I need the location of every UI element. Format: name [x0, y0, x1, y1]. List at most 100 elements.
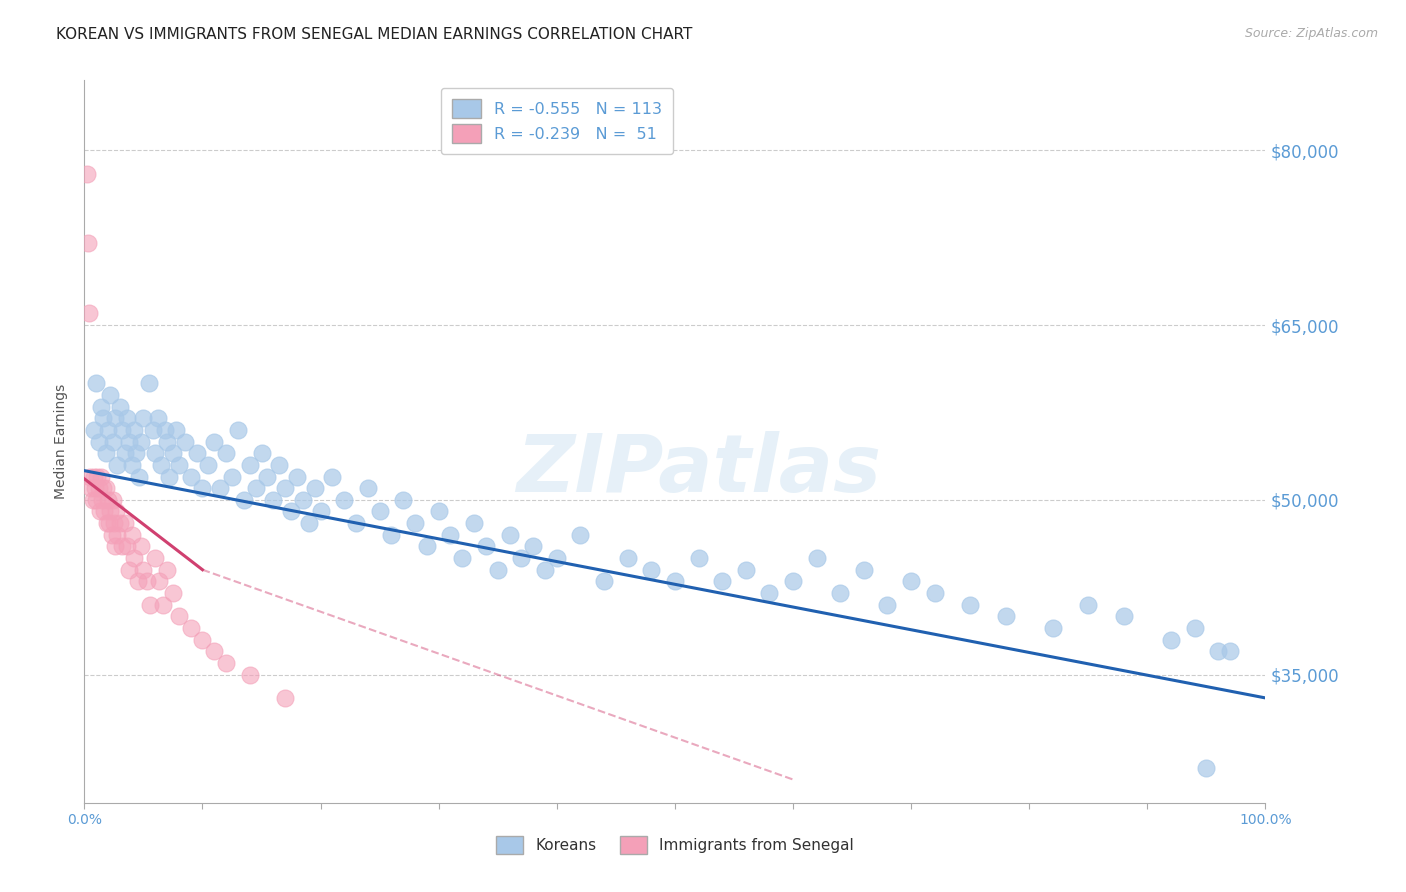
Point: [83, 423, 105, 437]
Point: [451, 551, 474, 566]
Point: [83, 469, 105, 483]
Point: [84, 376, 107, 391]
Point: [107, 528, 129, 542]
Text: ZIPatlas: ZIPatlas: [516, 432, 882, 509]
Point: [522, 540, 544, 554]
Point: [156, 563, 179, 577]
Point: [114, 516, 136, 530]
Point: [274, 690, 297, 705]
Point: [122, 423, 145, 437]
Point: [114, 446, 136, 460]
Point: [94, 446, 117, 460]
Point: [98, 516, 121, 530]
Point: [152, 598, 174, 612]
Point: [105, 504, 128, 518]
Point: [108, 400, 131, 414]
Point: [132, 411, 155, 425]
Point: [280, 504, 302, 518]
Point: [274, 481, 297, 495]
Point: [357, 481, 380, 495]
Point: [1042, 621, 1064, 635]
Point: [1160, 632, 1182, 647]
Point: [104, 540, 127, 554]
Point: [79, 469, 101, 483]
Point: [688, 551, 710, 566]
Point: [226, 423, 249, 437]
Point: [93, 504, 115, 518]
Point: [876, 598, 898, 612]
Point: [128, 469, 150, 483]
Point: [1077, 598, 1099, 612]
Point: [380, 528, 402, 542]
Point: [98, 504, 121, 518]
Point: [416, 540, 439, 554]
Point: [734, 563, 756, 577]
Point: [285, 469, 308, 483]
Point: [148, 574, 170, 589]
Point: [215, 446, 238, 460]
Point: [100, 528, 122, 542]
Point: [616, 551, 638, 566]
Point: [404, 516, 426, 530]
Point: [498, 528, 520, 542]
Point: [87, 481, 110, 495]
Point: [463, 516, 485, 530]
Point: [125, 446, 148, 460]
Point: [150, 458, 173, 472]
Point: [167, 458, 190, 472]
Point: [1112, 609, 1135, 624]
Point: [830, 586, 852, 600]
Point: [191, 632, 214, 647]
Point: [94, 481, 117, 495]
Point: [167, 609, 190, 624]
Point: [77, 236, 100, 251]
Point: [593, 574, 616, 589]
Point: [534, 563, 557, 577]
Point: [166, 423, 188, 437]
Point: [103, 516, 125, 530]
Point: [510, 551, 533, 566]
Point: [475, 540, 498, 554]
Point: [121, 528, 143, 542]
Point: [439, 528, 461, 542]
Point: [80, 481, 103, 495]
Point: [180, 621, 202, 635]
Point: [96, 516, 118, 530]
Point: [262, 492, 284, 507]
Point: [173, 434, 195, 449]
Point: [111, 540, 134, 554]
Point: [664, 574, 686, 589]
Point: [232, 492, 254, 507]
Point: [139, 598, 162, 612]
Point: [269, 458, 291, 472]
Point: [82, 492, 104, 507]
Point: [108, 516, 131, 530]
Point: [97, 423, 120, 437]
Point: [162, 446, 184, 460]
Point: [321, 469, 343, 483]
Point: [101, 434, 124, 449]
Point: [129, 434, 152, 449]
Point: [994, 609, 1017, 624]
Point: [298, 516, 321, 530]
Point: [157, 469, 180, 483]
Point: [250, 446, 273, 460]
Point: [202, 434, 225, 449]
Point: [1206, 644, 1229, 658]
Point: [180, 469, 202, 483]
Point: [221, 469, 243, 483]
Point: [91, 481, 114, 495]
Point: [84, 481, 107, 495]
Point: [486, 563, 509, 577]
Point: [97, 492, 120, 507]
Point: [121, 458, 143, 472]
Point: [90, 469, 112, 483]
Point: [368, 504, 391, 518]
Text: Source: ZipAtlas.com: Source: ZipAtlas.com: [1244, 27, 1378, 40]
Point: [569, 528, 592, 542]
Point: [91, 492, 114, 507]
Point: [132, 563, 155, 577]
Y-axis label: Median Earnings: Median Earnings: [55, 384, 69, 500]
Point: [129, 540, 152, 554]
Point: [156, 434, 179, 449]
